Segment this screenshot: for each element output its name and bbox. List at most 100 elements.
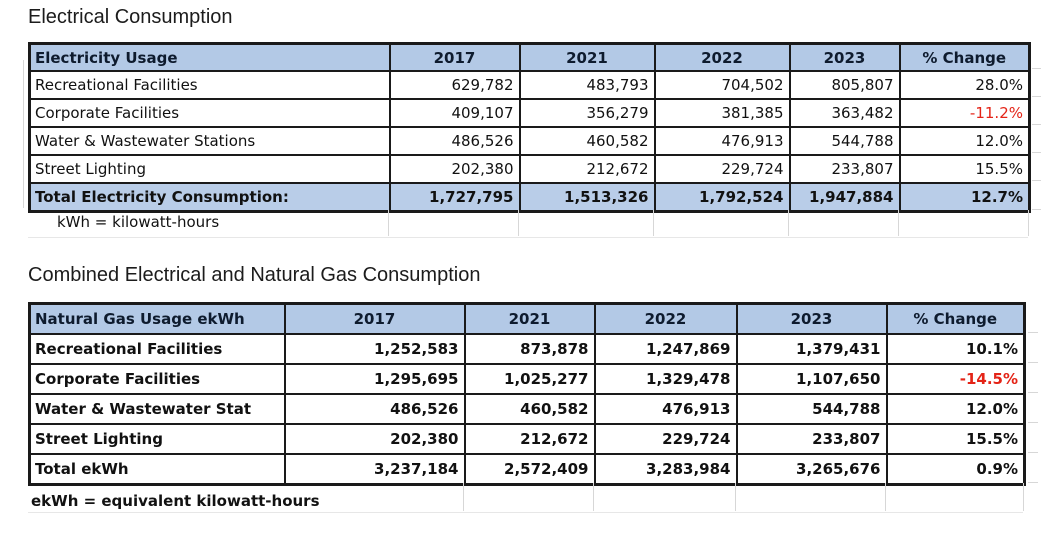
pct-change-cell: 12.0% — [898, 126, 1031, 156]
row-label: Corporate Facilities — [28, 98, 391, 128]
value-cell: 629,782 — [388, 70, 521, 100]
column-header: Natural Gas Usage ekWh — [28, 302, 286, 335]
gridline — [898, 210, 899, 236]
gridline — [593, 483, 594, 511]
gridline — [518, 210, 519, 236]
electricity-usage-table: Electricity Usage 2017 2021 2022 2023 % … — [28, 42, 1031, 213]
gridline — [1028, 332, 1038, 333]
pct-change-cell: -11.2% — [898, 98, 1031, 128]
total-value-cell: 3,283,984 — [593, 453, 738, 486]
table-row: Street Lighting 202,380 212,672 229,724 … — [28, 154, 1031, 184]
gridline — [388, 210, 389, 236]
table-row: Water & Wastewater Stat 486,526 460,582 … — [28, 393, 1026, 425]
value-cell: 233,807 — [788, 154, 901, 184]
column-header: 2017 — [388, 42, 521, 72]
pct-change-cell: 15.5% — [898, 154, 1031, 184]
table-row: Recreational Facilities 1,252,583 873,87… — [28, 333, 1026, 365]
gridline — [653, 210, 654, 236]
total-value-cell: 3,237,184 — [283, 453, 466, 486]
pct-change-cell: 10.1% — [885, 333, 1026, 365]
column-header: % Change — [885, 302, 1026, 335]
gridline — [1032, 124, 1041, 125]
value-cell: 1,379,431 — [735, 333, 888, 365]
total-pct-change-cell: 0.9% — [885, 453, 1026, 486]
value-cell: 476,913 — [653, 126, 791, 156]
value-cell: 381,385 — [653, 98, 791, 128]
column-header: 2023 — [788, 42, 901, 72]
pct-change-cell: 12.0% — [885, 393, 1026, 425]
gridline — [28, 512, 1023, 513]
column-header: 2022 — [593, 302, 738, 335]
ekwh-footnote: ekWh = equivalent kilowatt-hours — [31, 492, 320, 510]
value-cell: 229,724 — [653, 154, 791, 184]
column-header: 2017 — [283, 302, 466, 335]
column-header: 2021 — [518, 42, 656, 72]
value-cell: 483,793 — [518, 70, 656, 100]
value-cell: 873,878 — [463, 333, 596, 365]
value-cell: 1,252,583 — [283, 333, 466, 365]
row-label: Street Lighting — [28, 423, 286, 455]
column-header: Electricity Usage — [28, 42, 391, 72]
total-value-cell: 1,947,884 — [788, 182, 901, 213]
column-header: 2021 — [463, 302, 596, 335]
value-cell: 1,247,869 — [593, 333, 738, 365]
gridline — [735, 483, 736, 511]
gridline — [1032, 209, 1041, 210]
value-cell: 202,380 — [388, 154, 521, 184]
table-row: Water & Wastewater Stations 486,526 460,… — [28, 126, 1031, 156]
table-row: Corporate Facilities 1,295,695 1,025,277… — [28, 363, 1026, 395]
total-value-cell: 1,513,326 — [518, 182, 656, 213]
gridline — [1028, 392, 1038, 393]
pct-change-cell: 28.0% — [898, 70, 1031, 100]
value-cell: 1,107,650 — [735, 363, 888, 395]
gridline — [1028, 422, 1038, 423]
value-cell: 544,788 — [735, 393, 888, 425]
gridline — [1032, 180, 1041, 181]
value-cell: 356,279 — [518, 98, 656, 128]
gridline — [1028, 210, 1029, 236]
row-label: Recreational Facilities — [28, 333, 286, 365]
value-cell: 1,025,277 — [463, 363, 596, 395]
table-header-row: Natural Gas Usage ekWh 2017 2021 2022 20… — [28, 302, 1026, 335]
kwh-footnote: kWh = kilowatt-hours — [57, 213, 220, 231]
value-cell: 476,913 — [593, 393, 738, 425]
gridline — [1032, 96, 1041, 97]
natural-gas-usage-table: Natural Gas Usage ekWh 2017 2021 2022 20… — [28, 302, 1026, 486]
value-cell: 212,672 — [463, 423, 596, 455]
row-label: Corporate Facilities — [28, 363, 286, 395]
value-cell: 229,724 — [593, 423, 738, 455]
value-cell: 704,502 — [653, 70, 791, 100]
total-value-cell: 1,727,795 — [388, 182, 521, 213]
value-cell: 212,672 — [518, 154, 656, 184]
row-label: Recreational Facilities — [28, 70, 391, 100]
value-cell: 202,380 — [283, 423, 466, 455]
value-cell: 233,807 — [735, 423, 888, 455]
row-label: Street Lighting — [28, 154, 391, 184]
table-row: Corporate Facilities 409,107 356,279 381… — [28, 98, 1031, 128]
value-cell: 409,107 — [388, 98, 521, 128]
value-cell: 486,526 — [283, 393, 466, 425]
section1-title: Electrical Consumption — [28, 6, 233, 28]
total-row: Total Electricity Consumption: 1,727,795… — [28, 182, 1031, 213]
value-cell: 460,582 — [463, 393, 596, 425]
table-header-row: Electricity Usage 2017 2021 2022 2023 % … — [28, 42, 1031, 72]
column-header: 2023 — [735, 302, 888, 335]
gridline — [463, 483, 464, 511]
gridline — [1028, 362, 1038, 363]
value-cell: 460,582 — [518, 126, 656, 156]
value-cell: 1,329,478 — [593, 363, 738, 395]
total-value-cell: 3,265,676 — [735, 453, 888, 486]
row-label: Water & Wastewater Stations — [28, 126, 391, 156]
gridline — [1032, 152, 1041, 153]
gridline — [1023, 483, 1024, 511]
value-cell: 805,807 — [788, 70, 901, 100]
gridline — [23, 60, 24, 208]
gridline — [1028, 482, 1038, 483]
gridline — [788, 210, 789, 236]
total-label: Total ekWh — [28, 453, 286, 486]
value-cell: 544,788 — [788, 126, 901, 156]
section2-title: Combined Electrical and Natural Gas Cons… — [28, 264, 481, 286]
gridline — [1032, 68, 1041, 69]
value-cell: 486,526 — [388, 126, 521, 156]
pct-change-cell: 15.5% — [885, 423, 1026, 455]
